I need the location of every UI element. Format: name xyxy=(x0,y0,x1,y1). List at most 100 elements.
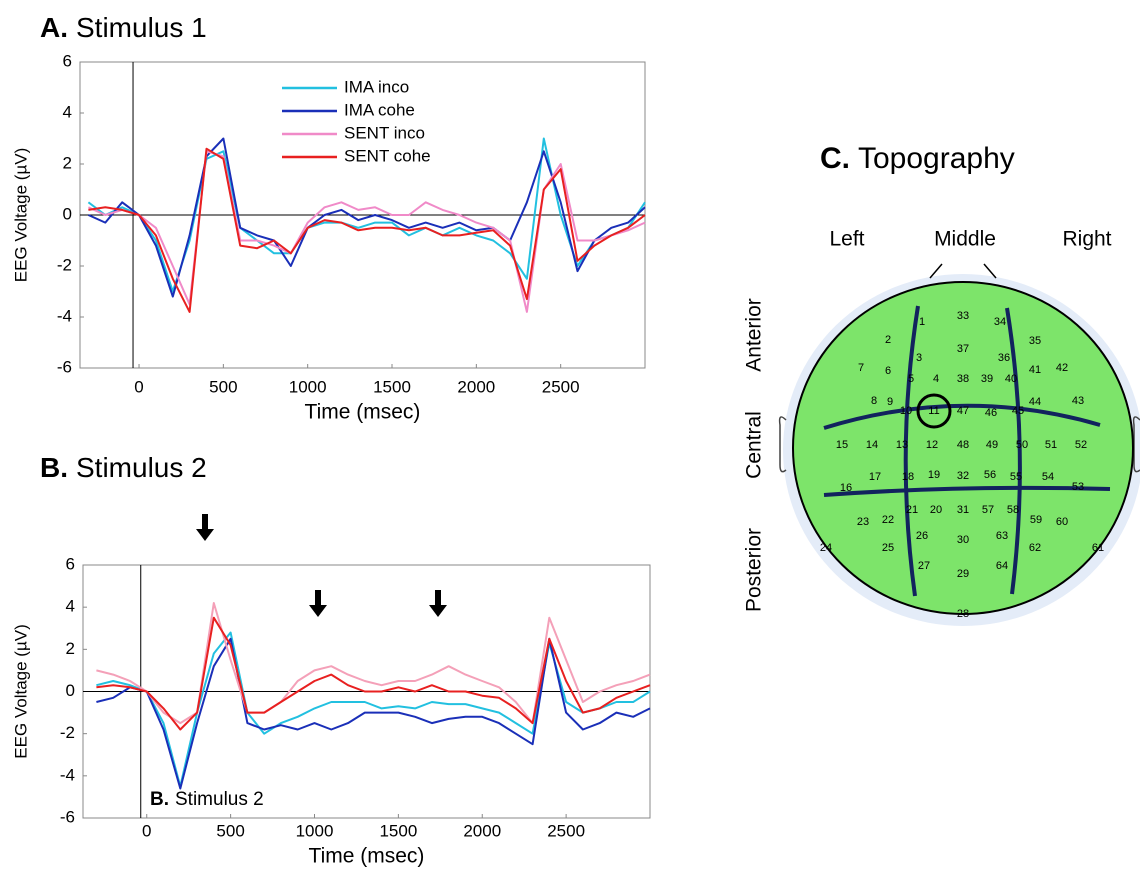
electrode-label: 55 xyxy=(1010,471,1022,483)
electrode-label: 10 xyxy=(900,405,912,417)
electrode-label: 25 xyxy=(882,542,894,554)
electrode-label: 47 xyxy=(957,405,969,417)
region-lines xyxy=(823,305,1111,597)
column-label: Middle xyxy=(934,228,996,251)
electrode-label: 20 xyxy=(930,504,942,516)
electrode-label: 62 xyxy=(1029,542,1041,554)
y-tick-label: 0 xyxy=(63,204,72,223)
chart: B. Stimulus 2 -6 -4 -2 0 2 4 6 0 500 1000 1500 2000 25… xyxy=(11,452,651,868)
electrode-label: 42 xyxy=(1056,362,1068,374)
highlight-circle xyxy=(916,393,952,429)
annotation-text: Stimulus 2 xyxy=(175,789,264,810)
electrode-label: 37 xyxy=(957,343,969,355)
electrode-label: 22 xyxy=(882,514,894,526)
annotation-label: B. xyxy=(150,789,169,810)
column-label: Right xyxy=(1062,228,1111,251)
x-tick-label: 2000 xyxy=(463,821,501,840)
electrode-label: 50 xyxy=(1016,439,1028,451)
electrode-label: 57 xyxy=(982,504,994,516)
ears xyxy=(778,416,1140,473)
y-axis-label: EEG Voltage (µV) xyxy=(11,624,30,759)
chart-title: A. Stimulus 1 xyxy=(40,12,207,43)
electrode-label: 16 xyxy=(840,482,852,494)
electrode-label: 17 xyxy=(869,471,881,483)
y-tick-label: -4 xyxy=(60,765,75,784)
y-tick-label: 4 xyxy=(63,102,72,121)
x-tick-label: 1500 xyxy=(373,377,411,396)
electrode-label: 6 xyxy=(885,365,891,377)
legend-label: IMA cohe xyxy=(344,100,415,119)
x-tick-label: 500 xyxy=(216,821,244,840)
electrode-label: 27 xyxy=(918,560,930,572)
electrode-label: 31 xyxy=(957,504,969,516)
title: Topography xyxy=(858,142,1015,175)
y-tick-label: -2 xyxy=(57,255,72,274)
electrode-label: 8 xyxy=(871,395,877,407)
electrode-label: 36 xyxy=(998,352,1010,364)
y-tick-label: 2 xyxy=(66,639,75,658)
y-tick-label: 2 xyxy=(63,153,72,172)
electrode-label: 1 xyxy=(919,316,925,328)
x-tick-label: 2000 xyxy=(457,377,495,396)
panel-label: C. xyxy=(820,142,850,175)
column-label: Left xyxy=(829,228,864,251)
electrode-label: 7 xyxy=(858,362,864,374)
legend-label: SENT cohe xyxy=(344,146,431,165)
x-tick-label: 500 xyxy=(209,377,237,396)
electrode-label: 56 xyxy=(984,469,996,481)
electrode-label: 2 xyxy=(885,334,891,346)
x-tick-label: 2500 xyxy=(547,821,585,840)
panel-label: B. xyxy=(40,452,68,483)
y-tick-label: -2 xyxy=(60,723,75,742)
series-line xyxy=(88,147,646,313)
electrode-label: 26 xyxy=(916,530,928,542)
electrode-label: 54 xyxy=(1042,471,1054,483)
electrode-label: 53 xyxy=(1072,481,1084,493)
electrode-label: 19 xyxy=(928,469,940,481)
electrode-label: 18 xyxy=(902,471,914,483)
electrode-label: 12 xyxy=(926,439,938,451)
row-label: Posterior xyxy=(743,528,766,612)
electrode-label: 46 xyxy=(985,407,997,419)
nose xyxy=(929,263,997,279)
electrode-label: 64 xyxy=(996,560,1008,572)
electrode-label: 44 xyxy=(1029,396,1041,408)
electrode-label: 43 xyxy=(1072,395,1084,407)
electrode-label: 39 xyxy=(981,373,993,385)
head xyxy=(778,263,1140,626)
electrode-label: 63 xyxy=(996,530,1008,542)
electrode-label: 21 xyxy=(906,504,918,516)
series-line xyxy=(96,631,651,788)
electrode-label: 3 xyxy=(916,352,922,364)
electrode-label: 45 xyxy=(1012,405,1024,417)
chart: A. Stimulus 1 -6 -4 -2 0 2 4 6 0 500 1000 1500 2000 25… xyxy=(11,12,646,424)
series-line xyxy=(87,150,646,313)
x-tick-label: 0 xyxy=(142,821,151,840)
electrode-label: 23 xyxy=(857,516,869,528)
electrode-label: 61 xyxy=(1092,542,1104,554)
x-axis-label: Time (msec) xyxy=(305,401,421,424)
x-tick-label: 1000 xyxy=(289,377,327,396)
electrode-label: 15 xyxy=(836,439,848,451)
electrode-label: 32 xyxy=(957,470,969,482)
x-tick-label: 1500 xyxy=(379,821,417,840)
arrow xyxy=(429,590,447,617)
electrode-label: 60 xyxy=(1056,516,1068,528)
legend-label: IMA inco xyxy=(344,77,409,96)
y-tick-label: -4 xyxy=(57,306,72,325)
y-tick-label: 4 xyxy=(66,597,75,616)
arrows xyxy=(196,514,447,617)
electrode-label: 35 xyxy=(1029,335,1041,347)
electrode-label: 33 xyxy=(957,310,969,322)
electrode-label: 28 xyxy=(957,608,969,620)
y-tick-label: 0 xyxy=(66,681,75,700)
electrode-label: 49 xyxy=(986,439,998,451)
x-tick-label: 2500 xyxy=(542,377,580,396)
electrode-label: 41 xyxy=(1029,364,1041,376)
scalp xyxy=(792,281,1134,615)
title: Stimulus 1 xyxy=(76,12,207,43)
electrode-label: 40 xyxy=(1005,373,1017,385)
panel-label: A. xyxy=(40,12,68,43)
electrode-label: 51 xyxy=(1045,439,1057,451)
